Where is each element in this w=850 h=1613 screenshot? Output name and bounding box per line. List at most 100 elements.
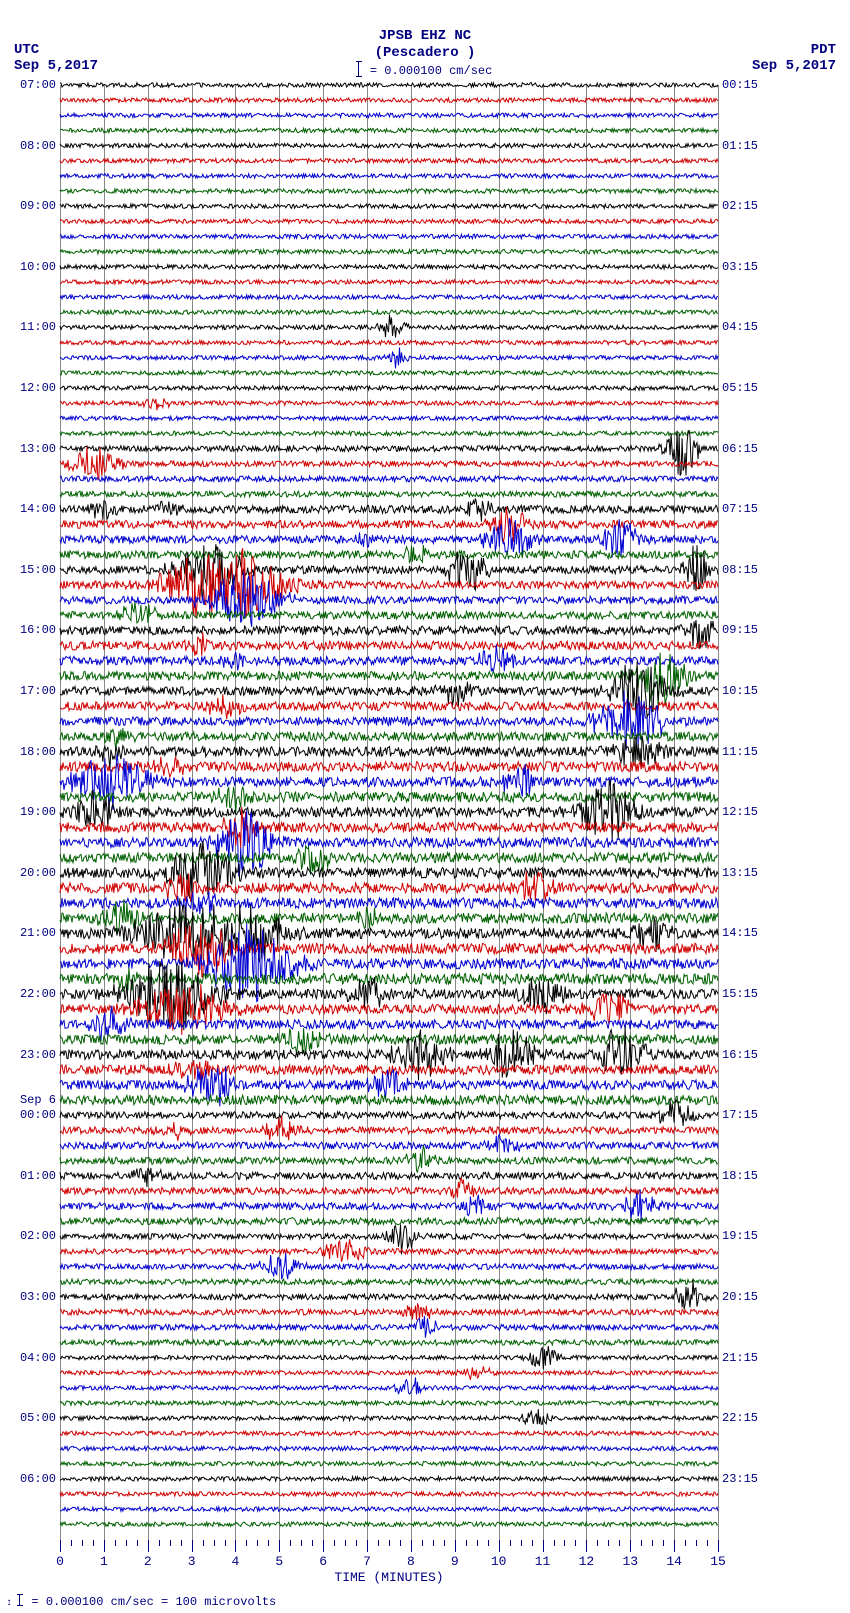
x-tick-label: 9 bbox=[451, 1554, 459, 1569]
x-tick bbox=[422, 1540, 423, 1546]
seismic-trace bbox=[60, 83, 718, 87]
x-tick bbox=[323, 1540, 324, 1552]
seismic-trace bbox=[60, 1218, 718, 1225]
x-tick bbox=[312, 1540, 313, 1546]
x-tick bbox=[444, 1540, 445, 1546]
x-tick bbox=[575, 1540, 576, 1546]
timezone-right: PDT bbox=[811, 42, 836, 58]
seismic-trace bbox=[60, 1366, 718, 1379]
pdt-time-label: 18:15 bbox=[722, 1169, 758, 1183]
x-tick bbox=[93, 1540, 94, 1546]
x-tick bbox=[597, 1540, 598, 1546]
x-axis-title: TIME (MINUTES) bbox=[60, 1570, 718, 1585]
seismic-trace bbox=[60, 143, 718, 147]
x-tick-label: 13 bbox=[622, 1554, 638, 1569]
pdt-time-label: 23:15 bbox=[722, 1472, 758, 1486]
x-tick bbox=[367, 1540, 368, 1552]
x-tick bbox=[477, 1540, 478, 1546]
seismic-trace bbox=[60, 234, 718, 238]
utc-time-label: 03:00 bbox=[20, 1290, 56, 1304]
x-tick bbox=[137, 1540, 138, 1546]
pdt-time-label: 15:15 bbox=[722, 987, 758, 1001]
seismic-trace bbox=[60, 499, 718, 522]
seismic-trace bbox=[60, 1462, 718, 1466]
utc-time-label: 09:00 bbox=[20, 199, 56, 213]
seismic-trace bbox=[60, 491, 718, 497]
utc-time-label: 04:00 bbox=[20, 1351, 56, 1365]
pdt-time-label: 20:15 bbox=[722, 1290, 758, 1304]
utc-time-label: 14:00 bbox=[20, 502, 56, 516]
pdt-time-label: 06:15 bbox=[722, 442, 758, 456]
seismic-trace bbox=[60, 1507, 718, 1511]
seismic-trace bbox=[60, 548, 718, 620]
pdt-time-label: 21:15 bbox=[722, 1351, 758, 1365]
utc-time-label: 06:00 bbox=[20, 1472, 56, 1486]
seismic-trace bbox=[60, 1409, 718, 1424]
x-tick bbox=[466, 1540, 467, 1546]
seismic-trace bbox=[60, 898, 718, 962]
seismic-trace bbox=[60, 295, 718, 299]
x-tick bbox=[389, 1540, 390, 1546]
utc-time-label: 16:00 bbox=[20, 623, 56, 637]
seismic-trace bbox=[60, 694, 718, 719]
seismic-trace bbox=[60, 431, 718, 435]
x-tick bbox=[60, 1540, 61, 1552]
x-tick bbox=[488, 1540, 489, 1546]
pdt-time-label: 08:15 bbox=[722, 563, 758, 577]
x-tick bbox=[71, 1540, 72, 1546]
x-tick bbox=[235, 1540, 236, 1552]
x-tick bbox=[696, 1540, 697, 1546]
pdt-time-label: 04:15 bbox=[722, 320, 758, 334]
utc-time-label: 23:00 bbox=[20, 1048, 56, 1062]
x-tick-label: 14 bbox=[666, 1554, 682, 1569]
x-tick bbox=[554, 1540, 555, 1546]
x-tick bbox=[301, 1540, 302, 1546]
x-tick-label: 8 bbox=[407, 1554, 415, 1569]
utc-time-label: 20:00 bbox=[20, 866, 56, 880]
seismic-trace bbox=[60, 1492, 718, 1496]
seismic-trace bbox=[60, 1168, 718, 1187]
x-tick-label: 3 bbox=[188, 1554, 196, 1569]
x-tick bbox=[148, 1540, 149, 1552]
seismic-trace bbox=[60, 1304, 718, 1320]
seismic-trace bbox=[60, 371, 718, 375]
utc-time-label: 07:00 bbox=[20, 78, 56, 92]
pdt-time-label: 02:15 bbox=[722, 199, 758, 213]
x-tick-label: 5 bbox=[275, 1554, 283, 1569]
utc-time-label: 08:00 bbox=[20, 139, 56, 153]
seismic-trace bbox=[60, 1477, 718, 1481]
pdt-time-label: 10:15 bbox=[722, 684, 758, 698]
pdt-time-label: 05:15 bbox=[722, 381, 758, 395]
x-tick-label: 1 bbox=[100, 1554, 108, 1569]
date-rollover-label: Sep 6 bbox=[20, 1093, 56, 1107]
utc-time-label: 21:00 bbox=[20, 926, 56, 940]
utc-time-label: 10:00 bbox=[20, 260, 56, 274]
seismic-trace bbox=[60, 1522, 718, 1526]
x-tick bbox=[455, 1540, 456, 1552]
seismic-trace bbox=[60, 1060, 718, 1080]
seismic-trace bbox=[60, 1115, 718, 1141]
x-tick bbox=[652, 1540, 653, 1546]
seismic-trace bbox=[60, 340, 718, 344]
x-tick bbox=[400, 1540, 401, 1546]
pdt-time-label: 19:15 bbox=[722, 1229, 758, 1243]
utc-time-label: 05:00 bbox=[20, 1411, 56, 1425]
seismic-trace bbox=[60, 1095, 718, 1105]
x-tick bbox=[104, 1540, 105, 1552]
utc-time-label: 00:00 bbox=[20, 1108, 56, 1122]
pdt-time-label: 17:15 bbox=[722, 1108, 758, 1122]
seismic-trace bbox=[60, 871, 718, 902]
x-tick bbox=[663, 1540, 664, 1546]
seismic-trace bbox=[60, 1279, 718, 1285]
x-tick bbox=[181, 1540, 182, 1546]
seismic-trace bbox=[60, 1099, 718, 1126]
seismic-trace bbox=[60, 476, 718, 482]
pdt-time-label: 11:15 bbox=[722, 745, 758, 759]
date-right: Sep 5,2017 bbox=[752, 58, 836, 74]
utc-time-label: 11:00 bbox=[20, 320, 56, 334]
x-tick bbox=[564, 1540, 565, 1546]
seismic-trace bbox=[60, 280, 718, 284]
x-tick bbox=[345, 1540, 346, 1546]
seismic-trace bbox=[60, 98, 718, 102]
x-tick bbox=[433, 1540, 434, 1546]
